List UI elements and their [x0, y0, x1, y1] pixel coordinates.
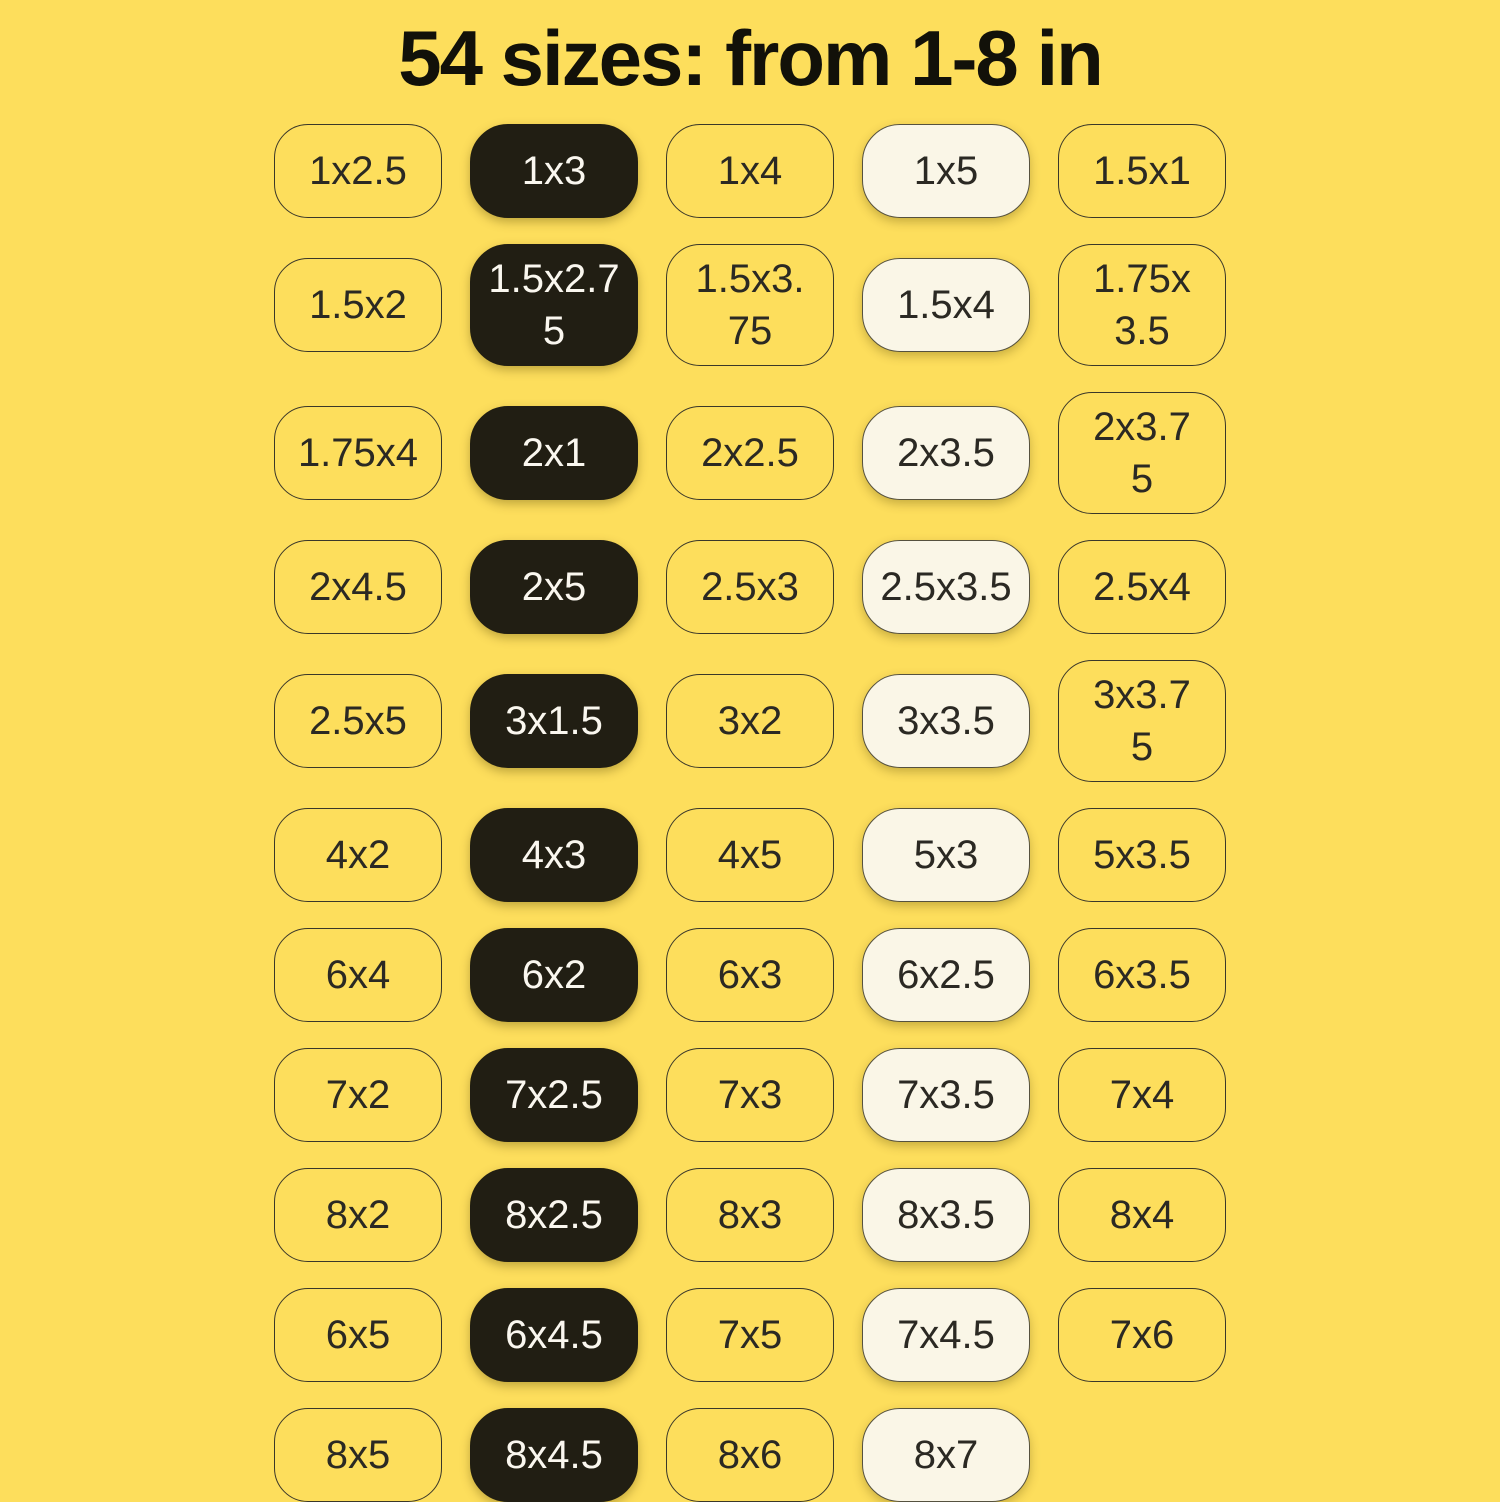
size-pill: 7x3.5 — [862, 1048, 1030, 1142]
size-pill: 1.5x2.7 5 — [470, 244, 638, 366]
size-pill: 1.75x 3.5 — [1058, 244, 1226, 366]
size-pill: 6x2.5 — [862, 928, 1030, 1022]
size-pill: 8x5 — [274, 1408, 442, 1502]
size-pill: 2x5 — [470, 540, 638, 634]
size-pill: 1x5 — [862, 124, 1030, 218]
size-pill: 5x3.5 — [1058, 808, 1226, 902]
page-title: 54 sizes: from 1-8 in — [398, 14, 1104, 102]
size-pill: 2.5x5 — [274, 674, 442, 768]
empty-cell — [1058, 1408, 1226, 1502]
size-pill: 6x5 — [274, 1288, 442, 1382]
size-pill: 7x6 — [1058, 1288, 1226, 1382]
size-pill: 8x7 — [862, 1408, 1030, 1502]
size-pill: 2x3.5 — [862, 406, 1030, 500]
size-pill: 8x6 — [666, 1408, 834, 1502]
size-pill: 4x3 — [470, 808, 638, 902]
size-pill: 8x3 — [666, 1168, 834, 1262]
size-pill: 7x2.5 — [470, 1048, 638, 1142]
size-pill: 1.5x4 — [862, 258, 1030, 352]
size-pill: 7x4.5 — [862, 1288, 1030, 1382]
size-pill: 4x5 — [666, 808, 834, 902]
size-pill: 2x4.5 — [274, 540, 442, 634]
size-pill: 3x3.7 5 — [1058, 660, 1226, 782]
size-pill: 8x4 — [1058, 1168, 1226, 1262]
size-pill: 6x4 — [274, 928, 442, 1022]
size-pill: 8x2 — [274, 1168, 442, 1262]
size-pill: 2.5x4 — [1058, 540, 1226, 634]
size-pill: 6x2 — [470, 928, 638, 1022]
size-pill: 5x3 — [862, 808, 1030, 902]
size-pill: 3x1.5 — [470, 674, 638, 768]
size-pill: 8x3.5 — [862, 1168, 1030, 1262]
size-pill: 2.5x3 — [666, 540, 834, 634]
size-pill: 2x1 — [470, 406, 638, 500]
size-pill: 3x3.5 — [862, 674, 1030, 768]
size-pill: 1x4 — [666, 124, 834, 218]
size-pill: 1.75x4 — [274, 406, 442, 500]
size-pill: 2x2.5 — [666, 406, 834, 500]
size-pill: 7x3 — [666, 1048, 834, 1142]
size-pill: 7x2 — [274, 1048, 442, 1142]
size-pill: 7x4 — [1058, 1048, 1226, 1142]
size-grid: 1x2.5 1x3 1x4 1x5 1.5x1 1.5x2 1.5x2.7 5 1.5x3. … — [274, 124, 1226, 1502]
size-pill: 1.5x2 — [274, 258, 442, 352]
size-pill: 2x3.7 5 — [1058, 392, 1226, 514]
size-pill: 2.5x3.5 — [862, 540, 1030, 634]
size-pill: 3x2 — [666, 674, 834, 768]
size-pill: 8x2.5 — [470, 1168, 638, 1262]
size-pill: 6x4.5 — [470, 1288, 638, 1382]
size-pill: 8x4.5 — [470, 1408, 638, 1502]
size-pill: 1.5x3. 75 — [666, 244, 834, 366]
size-pill: 1x3 — [470, 124, 638, 218]
size-pill: 7x5 — [666, 1288, 834, 1382]
size-pill: 6x3 — [666, 928, 834, 1022]
size-pill: 1.5x1 — [1058, 124, 1226, 218]
size-pill: 4x2 — [274, 808, 442, 902]
size-pill: 1x2.5 — [274, 124, 442, 218]
size-pill: 6x3.5 — [1058, 928, 1226, 1022]
